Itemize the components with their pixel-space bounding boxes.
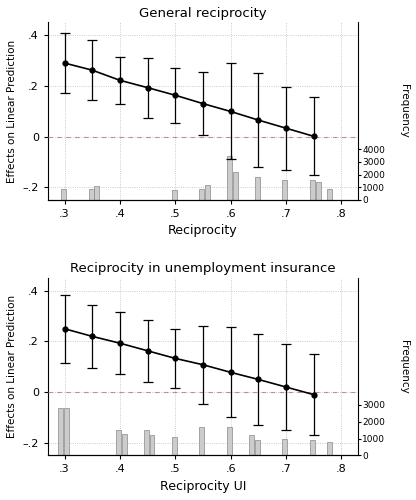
Y-axis label: Effects on Linear Prediction: Effects on Linear Prediction — [7, 295, 17, 438]
Bar — [199, 188, 204, 200]
Bar — [310, 440, 315, 456]
Bar — [227, 426, 232, 456]
Bar — [116, 430, 121, 456]
X-axis label: Reciprocity: Reciprocity — [168, 224, 238, 237]
Bar — [227, 156, 232, 200]
Bar — [282, 438, 287, 456]
Bar — [282, 180, 287, 200]
Bar — [249, 435, 254, 456]
Bar — [144, 430, 149, 456]
Bar — [316, 182, 321, 200]
Bar — [199, 426, 204, 456]
Bar — [327, 442, 332, 456]
Bar — [94, 186, 99, 200]
Bar — [327, 188, 332, 200]
Bar — [205, 184, 210, 200]
Bar — [122, 434, 127, 456]
Bar — [233, 172, 238, 200]
Bar — [255, 177, 260, 200]
Y-axis label: Effects on Linear Prediction: Effects on Linear Prediction — [7, 40, 17, 183]
Bar — [89, 188, 94, 200]
Bar — [310, 180, 315, 200]
Bar — [64, 408, 69, 456]
Title: Reciprocity in unemployment insurance: Reciprocity in unemployment insurance — [70, 262, 336, 276]
Bar — [149, 435, 154, 456]
Bar — [255, 440, 260, 456]
Bar — [58, 408, 63, 456]
Bar — [172, 190, 177, 200]
Title: General reciprocity: General reciprocity — [139, 7, 267, 20]
Bar — [172, 437, 177, 456]
X-axis label: Reciprocity UI: Reciprocity UI — [160, 480, 246, 493]
Bar — [61, 188, 66, 200]
Y-axis label: Frequency: Frequency — [399, 340, 409, 394]
Y-axis label: Frequency: Frequency — [399, 84, 409, 138]
